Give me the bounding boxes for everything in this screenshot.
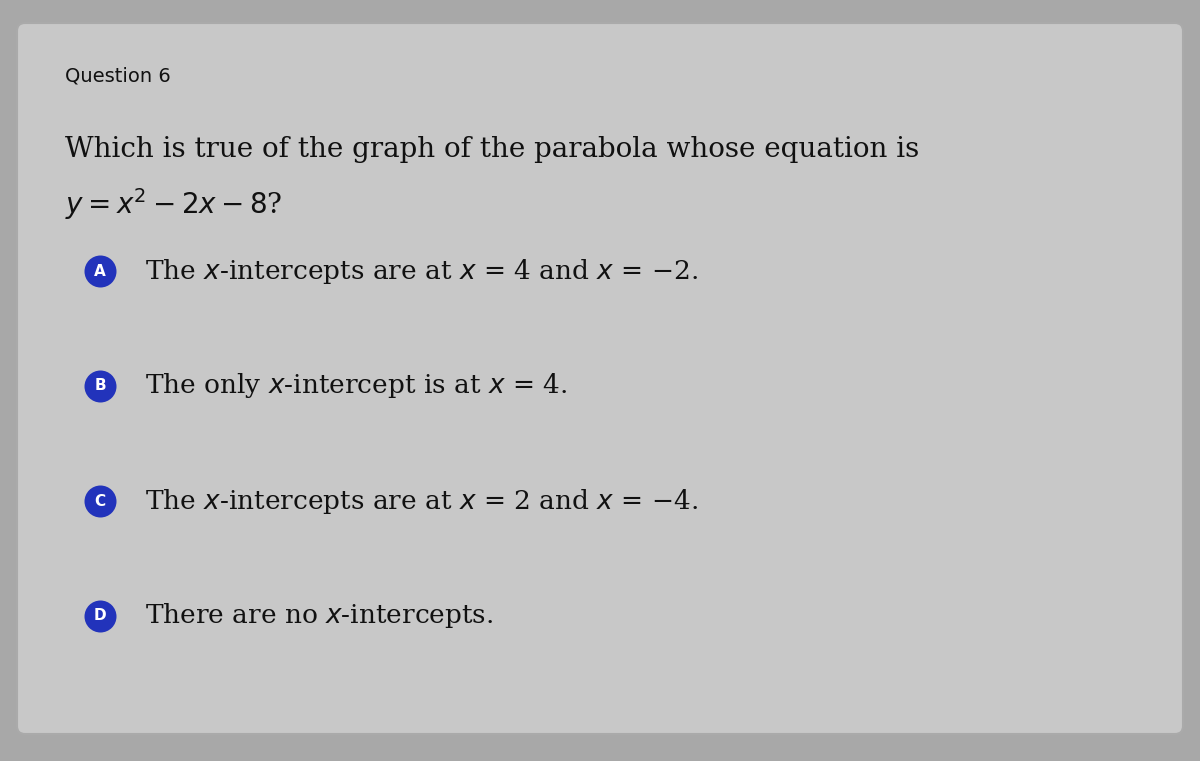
Text: C: C <box>95 493 106 508</box>
Text: B: B <box>94 378 106 393</box>
Text: Which is true of the graph of the parabola whose equation is: Which is true of the graph of the parabo… <box>65 136 919 163</box>
Text: $y = x^2 - 2x - 8$?: $y = x^2 - 2x - 8$? <box>65 186 282 222</box>
Text: The only $x$-intercept is at $x$ = 4.: The only $x$-intercept is at $x$ = 4. <box>145 371 568 400</box>
Point <box>90 495 109 507</box>
Text: A: A <box>94 263 106 279</box>
Point <box>90 265 109 277</box>
Point <box>90 380 109 392</box>
FancyBboxPatch shape <box>17 23 1183 734</box>
Point <box>90 610 109 622</box>
Text: There are no $x$-intercepts.: There are no $x$-intercepts. <box>145 601 493 631</box>
Text: Question 6: Question 6 <box>65 66 170 85</box>
Text: D: D <box>94 609 107 623</box>
Text: The $x$-intercepts are at $x$ = 4 and $x$ = −2.: The $x$-intercepts are at $x$ = 4 and $x… <box>145 256 698 285</box>
Text: The $x$-intercepts are at $x$ = 2 and $x$ = −4.: The $x$-intercepts are at $x$ = 2 and $x… <box>145 486 698 515</box>
